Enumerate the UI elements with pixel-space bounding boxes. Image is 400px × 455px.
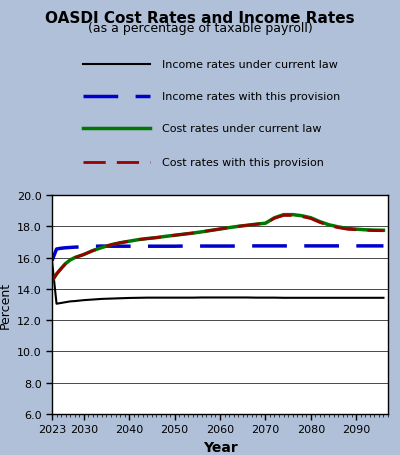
Text: Cost rates with this provision: Cost rates with this provision <box>162 157 324 167</box>
Text: (as a percentage of taxable payroll): (as a percentage of taxable payroll) <box>88 22 312 35</box>
Text: OASDI Cost Rates and Income Rates: OASDI Cost Rates and Income Rates <box>45 11 355 26</box>
Y-axis label: Percent: Percent <box>0 281 11 329</box>
X-axis label: Year: Year <box>203 440 237 454</box>
Text: Cost rates under current law: Cost rates under current law <box>162 124 321 134</box>
Text: Income rates under current law: Income rates under current law <box>162 60 338 70</box>
Text: Income rates with this provision: Income rates with this provision <box>162 92 340 102</box>
